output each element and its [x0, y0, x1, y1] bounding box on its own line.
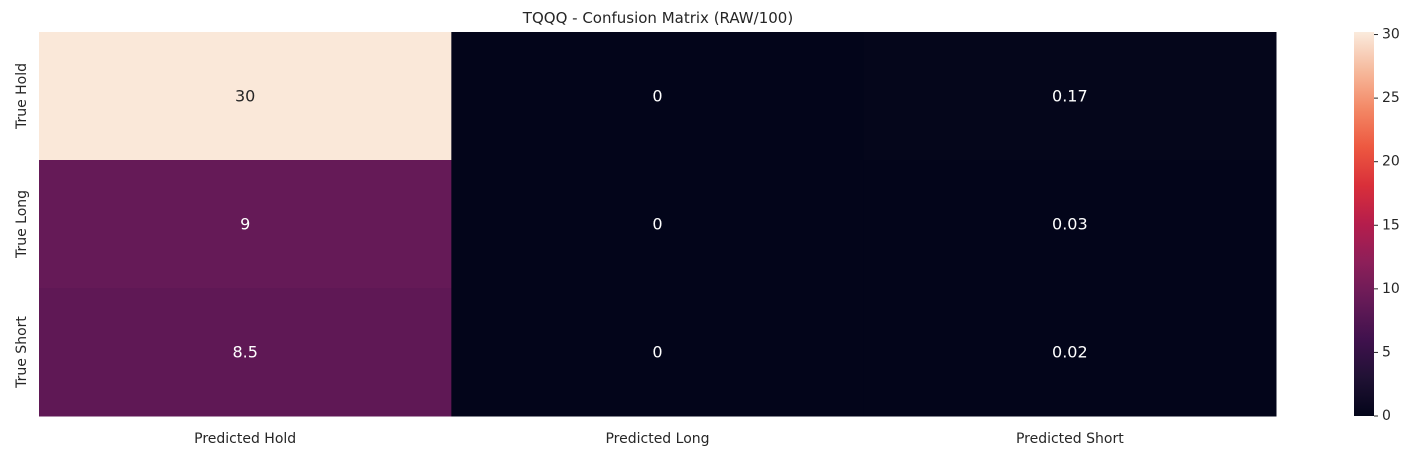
- x-tick-label: Predicted Hold: [194, 431, 296, 447]
- cell-annotation: 30: [235, 87, 255, 106]
- cell-annotation: 0: [652, 87, 662, 106]
- heatmap-cell: [863, 32, 1277, 161]
- colorbar-tick-label: 25: [1382, 90, 1400, 106]
- colorbar-tick-label: 0: [1382, 408, 1391, 424]
- heatmap-cell: [451, 288, 865, 417]
- heatmap-cell: [451, 160, 865, 289]
- colorbar-tick-label: 10: [1382, 281, 1400, 297]
- heatmap-cell: [39, 288, 452, 417]
- colorbar: 0 5 10 15 20 25 30: [1354, 27, 1400, 424]
- cell-annotation: 0: [652, 343, 662, 362]
- y-tick-label: True Short: [14, 316, 30, 389]
- cell-annotation: 0: [652, 215, 662, 234]
- heatmap-cells: 30 0 0.17 9 0 0.03 8.5 0 0.02: [39, 32, 1277, 417]
- colorbar-tick-label: 20: [1382, 154, 1400, 170]
- y-axis-tick-labels: True Hold True Long True Short: [14, 63, 30, 389]
- heatmap-cell: [451, 32, 865, 161]
- cell-annotation: 9: [240, 215, 250, 234]
- heatmap-cell: [39, 32, 452, 161]
- colorbar-tick-label: 30: [1382, 27, 1400, 43]
- x-tick-label: Predicted Short: [1016, 431, 1124, 447]
- cell-annotation: 0.17: [1052, 87, 1088, 106]
- x-axis-tick-labels: Predicted Hold Predicted Long Predicted Sh…: [194, 431, 1124, 447]
- heatmap-cell: [39, 160, 452, 289]
- colorbar-tick-label: 5: [1382, 344, 1391, 360]
- y-tick-label: True Hold: [14, 63, 30, 130]
- heatmap-cell: [863, 160, 1277, 289]
- colorbar-tick-label: 15: [1382, 217, 1400, 233]
- x-tick-label: Predicted Long: [605, 431, 709, 447]
- y-tick-label: True Long: [14, 190, 30, 259]
- heatmap-cell: [863, 288, 1277, 417]
- cell-annotation: 8.5: [232, 343, 257, 362]
- cell-annotation: 0.02: [1052, 343, 1088, 362]
- chart-title: TQQQ - Confusion Matrix (RAW/100): [522, 9, 793, 27]
- colorbar-gradient: [1354, 32, 1374, 416]
- cell-annotation: 0.03: [1052, 215, 1088, 234]
